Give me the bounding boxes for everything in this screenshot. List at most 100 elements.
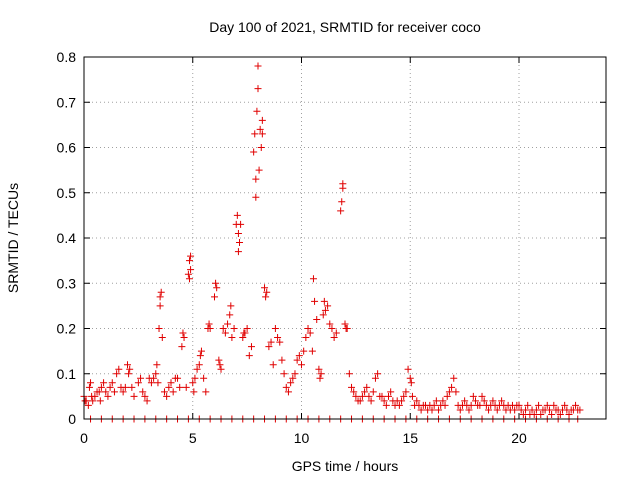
data-point <box>258 130 266 138</box>
data-point <box>522 406 530 414</box>
data-point <box>187 266 195 274</box>
data-point <box>448 383 456 391</box>
data-point <box>402 388 410 396</box>
data-point <box>130 392 138 400</box>
data-point <box>239 334 247 342</box>
data-point <box>550 401 558 409</box>
data-point <box>87 379 95 387</box>
data-point <box>300 347 308 355</box>
data-point <box>435 406 443 414</box>
data-point <box>476 401 484 409</box>
data-point <box>251 130 259 138</box>
data-point <box>141 392 149 400</box>
data-point <box>152 370 160 378</box>
data-point <box>298 361 305 369</box>
data-point <box>465 406 473 414</box>
x-tick-label: 15 <box>402 430 418 446</box>
data-point <box>445 388 453 396</box>
data-point <box>276 338 284 346</box>
data-point <box>234 229 242 237</box>
data-point <box>269 361 277 369</box>
x-tick-label: 5 <box>189 430 197 446</box>
data-point <box>157 288 165 296</box>
data-point <box>230 325 238 332</box>
data-point <box>110 388 118 396</box>
data-point <box>430 401 438 409</box>
data-point <box>452 388 460 396</box>
data-point <box>320 297 328 305</box>
data-point <box>174 374 182 382</box>
data-point <box>371 374 379 382</box>
data-point <box>205 320 213 328</box>
data-point <box>182 383 190 391</box>
data-point <box>179 329 187 337</box>
data-point <box>97 383 105 391</box>
data-point <box>189 379 197 387</box>
data-point <box>287 379 295 387</box>
data-point <box>469 392 477 400</box>
data-point <box>113 370 121 378</box>
data-point <box>480 397 488 405</box>
x-axis-label: GPS time / hours <box>292 458 399 474</box>
data-point <box>119 388 127 396</box>
data-point <box>124 361 131 369</box>
data-point <box>443 392 451 400</box>
data-point <box>341 320 349 328</box>
data-point <box>306 329 314 337</box>
data-point <box>308 347 316 355</box>
data-point <box>185 257 193 265</box>
data-point <box>369 388 377 396</box>
data-point <box>262 293 270 301</box>
data-point <box>252 193 260 201</box>
data-point <box>134 379 142 387</box>
data-point <box>289 374 297 382</box>
data-point <box>295 352 303 360</box>
data-point <box>515 401 523 409</box>
data-point <box>385 392 392 400</box>
data-point <box>158 334 166 342</box>
data-point <box>461 397 469 405</box>
y-tick-label: 0.7 <box>57 94 77 110</box>
data-point <box>196 352 204 360</box>
data-point <box>197 347 205 355</box>
data-point <box>543 401 551 409</box>
data-point <box>96 397 104 405</box>
data-point <box>432 397 440 405</box>
grid-lines <box>84 57 606 419</box>
data-point <box>115 365 123 373</box>
data-point <box>247 343 255 351</box>
data-point <box>163 392 171 400</box>
data-point <box>358 392 366 400</box>
data-point <box>441 401 449 409</box>
data-point <box>184 270 192 278</box>
data-point <box>167 379 175 387</box>
data-point <box>250 148 258 156</box>
data-point <box>106 383 114 391</box>
data-point <box>485 406 493 414</box>
data-point <box>395 401 403 409</box>
data-point <box>478 392 486 400</box>
data-point <box>89 397 97 405</box>
data-point <box>252 175 260 183</box>
data-point <box>155 325 163 332</box>
data-point <box>139 388 147 396</box>
data-point <box>348 383 356 391</box>
data-point <box>245 352 253 360</box>
data-point <box>128 383 136 391</box>
data-point <box>271 325 279 332</box>
data-point <box>398 397 406 405</box>
data-point <box>317 370 325 378</box>
data-point <box>254 85 262 93</box>
data-point <box>191 374 199 382</box>
y-tick-label: 0.6 <box>57 140 77 156</box>
data-point <box>489 397 497 405</box>
data-point <box>439 397 447 405</box>
y-tick-label: 0.4 <box>57 230 77 246</box>
data-point <box>221 329 229 337</box>
data-point <box>511 406 519 414</box>
data-point <box>530 410 538 418</box>
data-point <box>190 388 198 396</box>
data-point <box>406 374 414 382</box>
data-point <box>257 144 265 151</box>
data-point <box>263 288 271 296</box>
